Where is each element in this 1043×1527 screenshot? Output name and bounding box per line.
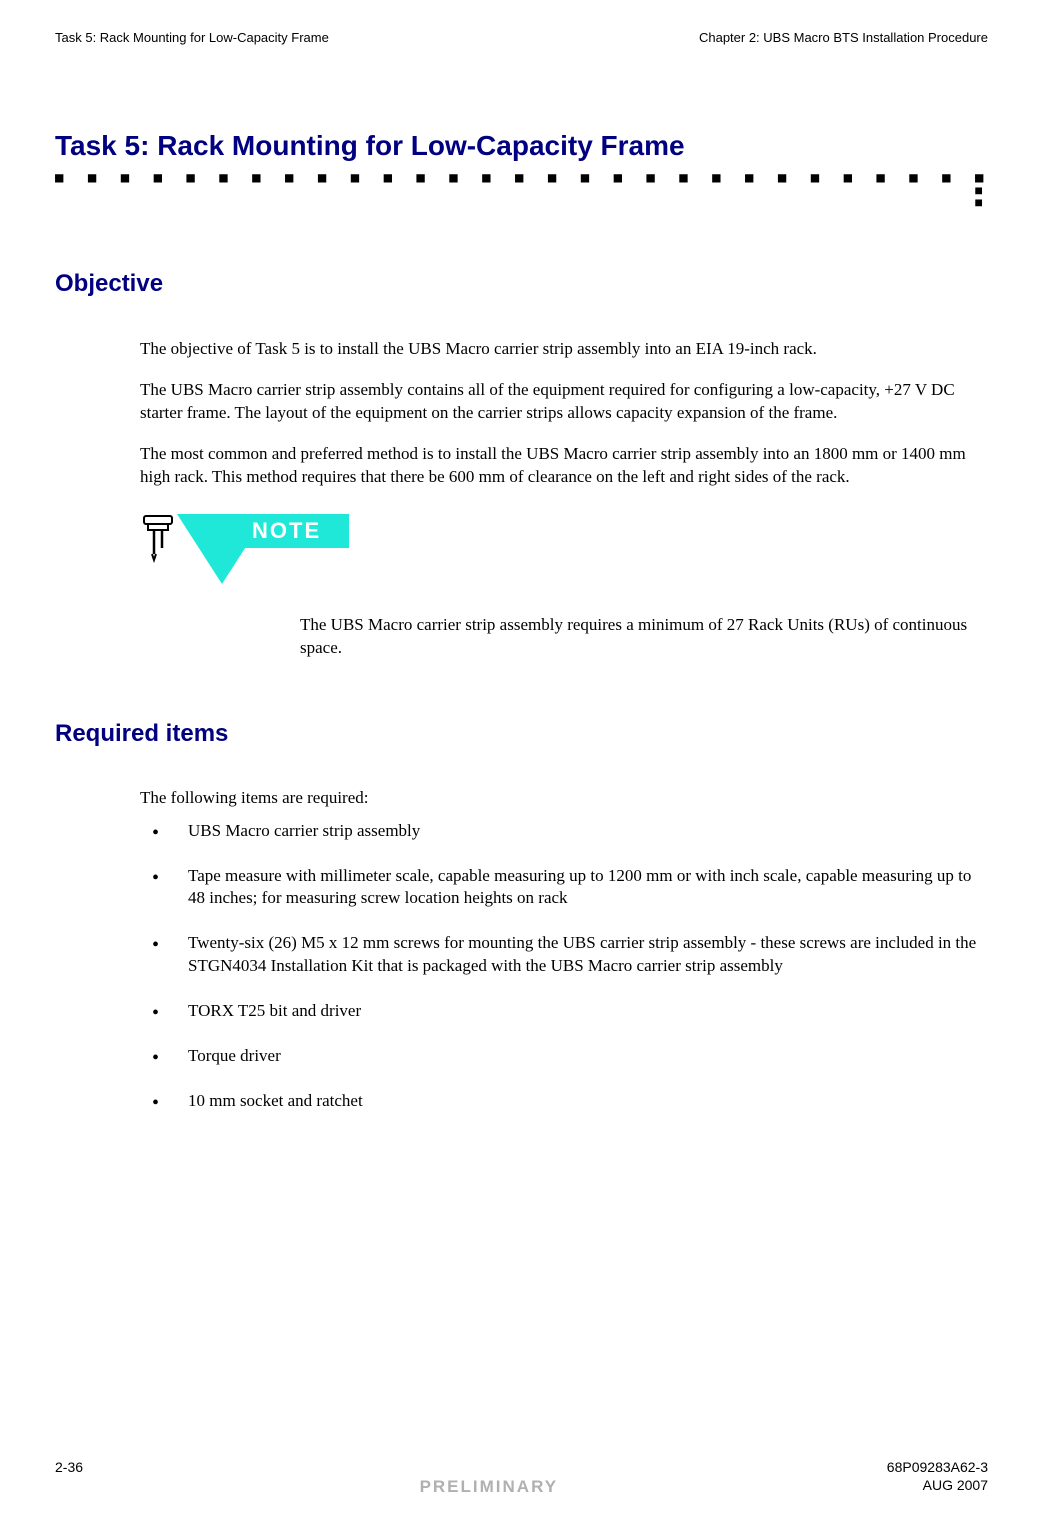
list-item: TORX T25 bit and driver [140,1000,988,1023]
list-item: Twenty-six (26) M5 x 12 mm screws for mo… [140,932,988,978]
footer-bottom-row: PRELIMINARY AUG 2007 [55,1477,988,1497]
note-header: NOTE [140,514,988,569]
list-item: Tape measure with millimeter scale, capa… [140,865,988,911]
clamp-icon [140,514,176,564]
footer-date: AUG 2007 [923,1477,988,1497]
page-number: 2-36 [55,1459,83,1475]
note-label: NOTE [210,514,349,548]
list-item: UBS Macro carrier strip assembly [140,820,988,843]
objective-para-3: The most common and preferred method is … [140,443,968,489]
note-block: NOTE The UBS Macro carrier strip assembl… [140,514,988,660]
objective-title: Objective [55,270,988,298]
required-items-title: Required items [55,720,988,748]
note-triangle: NOTE [205,514,349,548]
required-items-list: UBS Macro carrier strip assembly Tape me… [140,820,988,1114]
preliminary-label: PRELIMINARY [420,1477,559,1497]
separator-dots: ■ ■ ■ ■ ■ ■ ■ ■ ■ ■ ■ ■ ■ ■ ■ ■ ■ ■ ■ ■ … [55,170,988,186]
page-footer: 2-36 68P09283A62-3 PRELIMINARY AUG 2007 [55,1459,988,1497]
main-title: Task 5: Rack Mounting for Low-Capacity F… [55,130,988,162]
separator-dot-2: ■ [55,198,988,210]
separator-dot-1: ■ [55,186,988,198]
list-item: Torque driver [140,1045,988,1068]
required-items-intro: The following items are required: [140,788,988,808]
list-item: 10 mm socket and ratchet [140,1090,988,1113]
objective-para-1: The objective of Task 5 is to install th… [140,338,968,361]
page-header: Task 5: Rack Mounting for Low-Capacity F… [55,30,988,45]
footer-top-row: 2-36 68P09283A62-3 [55,1459,988,1475]
header-right: Chapter 2: UBS Macro BTS Installation Pr… [699,30,988,45]
doc-id: 68P09283A62-3 [887,1459,988,1475]
header-left: Task 5: Rack Mounting for Low-Capacity F… [55,30,329,45]
note-text: The UBS Macro carrier strip assembly req… [300,614,968,660]
objective-para-2: The UBS Macro carrier strip assembly con… [140,379,968,425]
